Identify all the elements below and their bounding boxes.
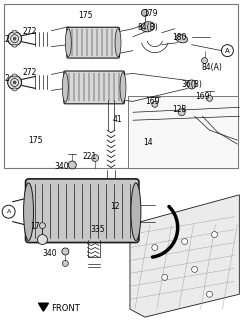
Circle shape (207, 291, 212, 297)
Ellipse shape (176, 35, 187, 43)
Ellipse shape (12, 44, 17, 47)
Ellipse shape (12, 88, 17, 91)
Text: 340: 340 (54, 162, 69, 171)
Text: 128: 128 (172, 105, 186, 114)
Circle shape (13, 37, 16, 40)
Ellipse shape (141, 22, 155, 32)
Circle shape (92, 155, 99, 162)
Circle shape (39, 223, 45, 228)
Text: 17: 17 (31, 222, 40, 231)
Text: A: A (7, 209, 11, 214)
Circle shape (68, 161, 76, 169)
Circle shape (13, 81, 16, 84)
Text: 175: 175 (28, 136, 43, 145)
Ellipse shape (131, 183, 141, 241)
Text: 272: 272 (23, 68, 37, 76)
Text: 12: 12 (110, 202, 120, 211)
Text: 84(B): 84(B) (138, 23, 159, 32)
Circle shape (8, 76, 22, 89)
Circle shape (37, 235, 48, 244)
FancyBboxPatch shape (64, 71, 124, 104)
Circle shape (178, 109, 185, 116)
Ellipse shape (115, 29, 121, 57)
Ellipse shape (12, 74, 17, 77)
Ellipse shape (62, 73, 68, 102)
Circle shape (182, 238, 188, 244)
Text: 84(A): 84(A) (202, 62, 222, 72)
Text: FRONT: FRONT (51, 304, 80, 313)
Text: 175: 175 (78, 11, 93, 20)
Bar (4, 4, 238, 168)
Text: 340: 340 (42, 250, 57, 259)
FancyBboxPatch shape (25, 179, 139, 243)
Text: 221: 221 (82, 152, 97, 161)
Text: 169: 169 (145, 97, 159, 106)
Circle shape (211, 232, 218, 237)
Circle shape (187, 80, 196, 89)
Circle shape (207, 95, 212, 101)
Text: 180: 180 (172, 33, 186, 42)
Circle shape (202, 58, 208, 64)
Circle shape (62, 248, 69, 255)
Circle shape (62, 260, 68, 266)
Text: A: A (225, 48, 230, 54)
Circle shape (141, 9, 148, 16)
Text: 36(B): 36(B) (182, 80, 203, 90)
FancyBboxPatch shape (67, 27, 120, 58)
Ellipse shape (120, 73, 126, 102)
Text: 169: 169 (196, 92, 210, 101)
Text: 41: 41 (113, 115, 123, 124)
Polygon shape (130, 195, 239, 317)
Text: 335: 335 (90, 225, 105, 234)
Circle shape (152, 101, 158, 107)
Text: 179: 179 (143, 9, 157, 18)
Text: 2: 2 (5, 35, 9, 44)
Circle shape (152, 244, 158, 251)
Text: 272: 272 (23, 27, 37, 36)
Circle shape (162, 274, 168, 280)
Ellipse shape (24, 183, 34, 241)
Text: 2: 2 (5, 75, 9, 84)
Circle shape (192, 266, 197, 272)
Circle shape (8, 32, 22, 46)
Ellipse shape (65, 29, 71, 57)
Text: 14: 14 (143, 138, 152, 147)
Bar (128, 96, 238, 168)
Polygon shape (38, 303, 49, 311)
Ellipse shape (12, 30, 17, 33)
